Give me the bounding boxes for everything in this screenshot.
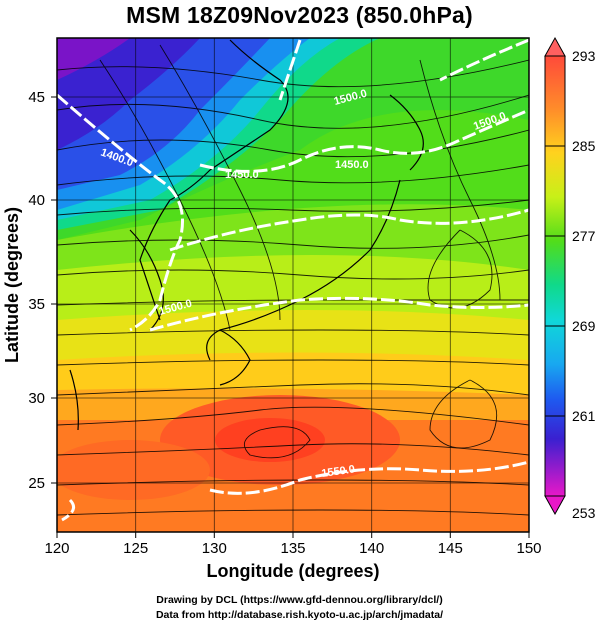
y-tick-40: 40 xyxy=(28,192,45,209)
contour-label-1450-b: 1450.0 xyxy=(335,159,369,171)
colorbar-gradient xyxy=(544,55,566,497)
y-tick-30: 30 xyxy=(28,390,45,407)
y-tick-45: 45 xyxy=(28,89,45,106)
x-tick-120: 120 xyxy=(44,540,69,557)
colorbar-label-261: 261 xyxy=(572,408,596,424)
footer-credit-data: Data from http://database.rish.kyoto-u.a… xyxy=(155,609,444,621)
map-plot-area: 1400.0 1450.0 1450.0 1500.0 1500.0 1500.… xyxy=(57,38,529,532)
colorbar-top-arrow xyxy=(544,36,566,57)
x-tick-145: 145 xyxy=(438,540,463,557)
colorbar-label-293: 293 xyxy=(572,48,596,64)
contour-label-1550: 1550.0 xyxy=(321,463,356,480)
colorbar-bottom-arrow xyxy=(544,495,566,516)
contour-label-1450-a: 1450.0 xyxy=(225,169,259,181)
x-tick-150: 150 xyxy=(516,540,541,557)
x-tick-135: 135 xyxy=(280,540,305,557)
lat-lon-grid xyxy=(57,38,529,532)
tick-marks xyxy=(51,96,530,538)
colorbar xyxy=(544,36,566,516)
x-tick-labels: 120 125 130 135 140 145 150 xyxy=(44,540,541,557)
colorbar-label-269: 269 xyxy=(572,318,596,334)
colorbar-label-285: 285 xyxy=(572,138,596,154)
y-tick-labels: 25 30 35 40 45 xyxy=(28,89,45,492)
chart-title: MSM 18Z09Nov2023 (850.0hPa) xyxy=(126,2,473,28)
y-axis-label: Latitude (degrees) xyxy=(2,207,22,363)
x-tick-125: 125 xyxy=(123,540,148,557)
y-tick-35: 35 xyxy=(28,296,45,313)
x-tick-140: 140 xyxy=(359,540,384,557)
colorbar-label-277: 277 xyxy=(572,228,596,244)
x-tick-130: 130 xyxy=(202,540,227,557)
footer-credit-drawing: Drawing by DCL (https://www.gfd-dennou.o… xyxy=(156,594,443,606)
streamlines xyxy=(57,44,529,516)
y-tick-25: 25 xyxy=(28,475,45,492)
temperature-field xyxy=(57,38,529,532)
colorbar-labels: 293 285 277 269 261 253 xyxy=(572,48,596,521)
height-contours xyxy=(57,38,529,522)
x-axis-label: Longitude (degrees) xyxy=(206,561,379,581)
colorbar-label-253: 253 xyxy=(572,505,596,521)
